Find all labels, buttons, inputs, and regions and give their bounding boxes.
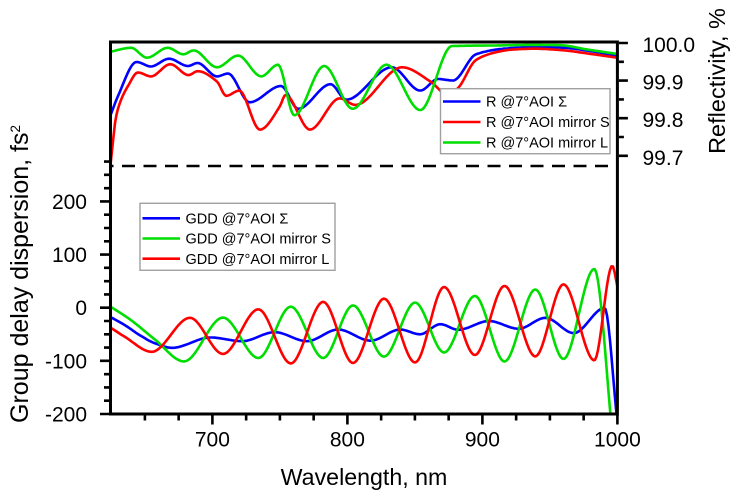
svg-text:99.9: 99.9 [643,72,684,95]
svg-text:Wavelength, nm: Wavelength, nm [281,464,448,490]
svg-text:R @7°AOI mirror S: R @7°AOI mirror S [486,115,610,131]
svg-text:GDD @7°AOI mirror S: GDD @7°AOI mirror S [186,232,331,248]
svg-text:200: 200 [52,191,87,214]
svg-text:R @7°AOI mirror L: R @7°AOI mirror L [486,136,608,152]
svg-text:GDD @7°AOI Σ: GDD @7°AOI Σ [186,212,289,228]
svg-text:Reflectivity, %: Reflectivity, % [704,8,730,154]
svg-text:Group delay dispersion, fs2: Group delay dispersion, fs2 [6,125,34,423]
svg-text:100: 100 [52,244,87,267]
svg-text:99.8: 99.8 [643,109,684,132]
svg-text:700: 700 [195,429,230,452]
svg-text:1000: 1000 [594,429,641,452]
svg-text:-100: -100 [45,350,87,373]
svg-text:100.0: 100.0 [643,34,696,57]
svg-text:GDD @7°AOI mirror L: GDD @7°AOI mirror L [186,252,330,268]
svg-text:900: 900 [465,429,500,452]
svg-text:-200: -200 [45,403,87,426]
svg-text:R @7°AOI Σ: R @7°AOI Σ [486,95,567,111]
svg-text:800: 800 [330,429,365,452]
svg-text:0: 0 [75,297,87,320]
svg-text:99.7: 99.7 [643,147,684,170]
